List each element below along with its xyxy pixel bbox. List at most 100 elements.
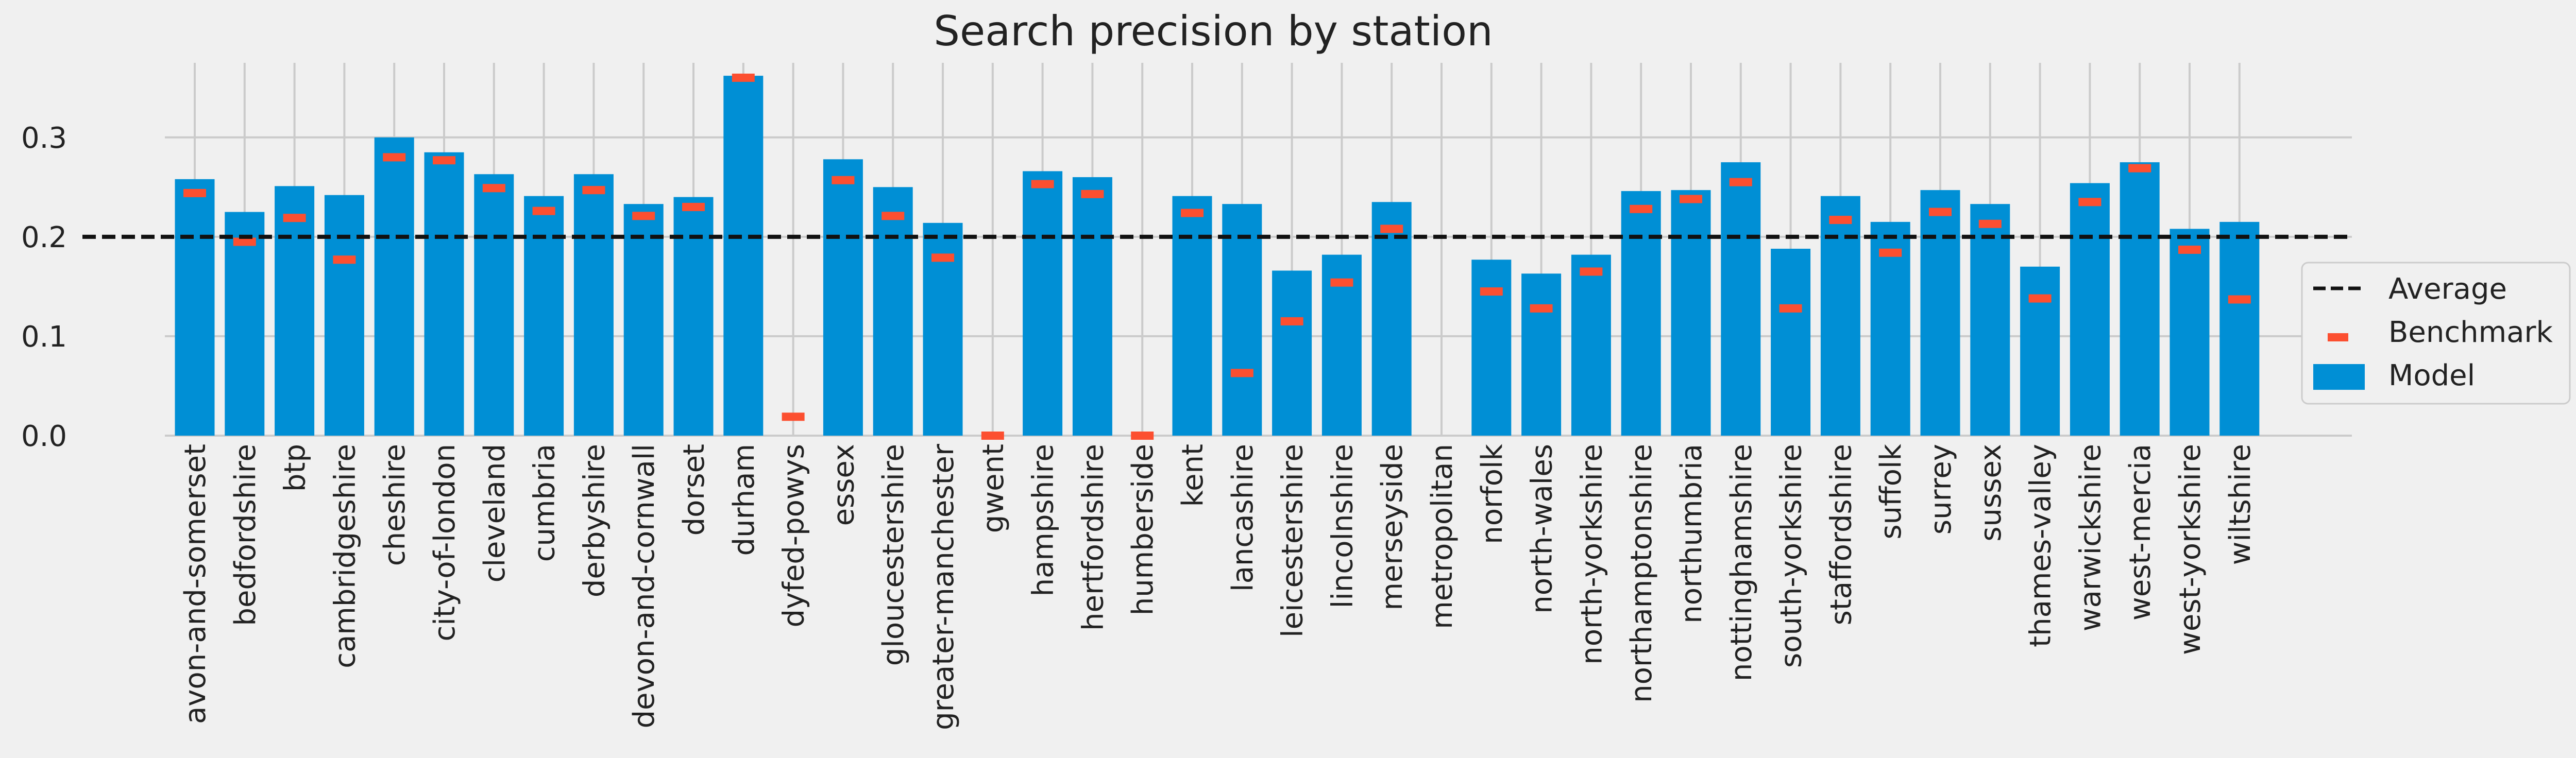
- model-bar: [2120, 162, 2160, 436]
- model-bar: [524, 196, 564, 436]
- benchmark-marker: [2228, 295, 2251, 304]
- x-tick-label: suffolk: [1874, 443, 1908, 539]
- x-tick-label: durham: [727, 444, 761, 556]
- x-tick-label: surrey: [1924, 444, 1958, 535]
- model-bar: [623, 204, 664, 436]
- benchmark-marker: [682, 202, 705, 211]
- model-bar: [1371, 202, 1412, 436]
- model-bar: [1621, 191, 1661, 436]
- y-tick-label: 0.2: [21, 221, 67, 254]
- x-tick-label: devon-and-cornwall: [628, 444, 661, 728]
- legend-average-label: Average: [2388, 272, 2507, 306]
- model-bar: [1023, 171, 1063, 436]
- chart-title: Search precision by station: [934, 7, 1493, 55]
- x-tick-label: kent: [1176, 444, 1210, 507]
- benchmark-markers: [183, 73, 2251, 440]
- x-tick-label: hertfordshire: [1076, 444, 1110, 631]
- benchmark-marker: [1530, 304, 1553, 313]
- benchmark-marker: [1580, 267, 1603, 276]
- x-tick-label: humberside: [1126, 444, 1160, 615]
- model-bar: [1920, 190, 1960, 436]
- legend-box: [2301, 262, 2571, 405]
- benchmark-marker: [1131, 432, 1154, 440]
- model-bar: [723, 76, 764, 436]
- x-tick-label: lincolnshire: [1326, 444, 1359, 608]
- x-tick-label: north-yorkshire: [1575, 444, 1608, 665]
- benchmark-marker: [532, 206, 555, 215]
- model-bar: [1571, 254, 1611, 436]
- model-bar: [1970, 204, 2010, 436]
- model-bar: [1222, 204, 1262, 436]
- model-bar: [324, 195, 364, 436]
- model-bar: [1072, 177, 1112, 436]
- model-bar: [275, 186, 315, 436]
- model-bar: [573, 174, 614, 436]
- model-bar: [2170, 229, 2210, 436]
- benchmark-marker: [1630, 204, 1653, 213]
- model-bars: [175, 76, 2260, 436]
- legend-model-label: Model: [2388, 359, 2475, 392]
- x-tick-label: greater-manchester: [927, 443, 960, 730]
- benchmark-marker: [1480, 287, 1503, 296]
- model-bar: [424, 152, 464, 436]
- benchmark-marker: [1829, 216, 1852, 225]
- x-tick-label: cumbria: [528, 444, 562, 562]
- benchmark-marker: [482, 184, 505, 193]
- benchmark-marker: [931, 253, 954, 262]
- model-bar: [1870, 221, 1910, 436]
- x-tick-label: norfolk: [1476, 443, 1509, 544]
- benchmark-marker: [1031, 180, 1054, 188]
- x-tick-label: avon-and-somerset: [179, 444, 212, 724]
- legend-model-swatch: [2313, 364, 2365, 390]
- benchmark-marker: [333, 255, 356, 264]
- x-tick-label: city-of-london: [428, 444, 462, 641]
- benchmark-marker: [1181, 209, 1204, 217]
- benchmark-marker: [582, 186, 605, 195]
- legend-benchmark-swatch: [2328, 333, 2348, 341]
- x-tick-label: northamptonshire: [1625, 444, 1658, 703]
- x-tick-label: cambridgeshire: [328, 444, 362, 668]
- x-tick-label: thames-valley: [2024, 444, 2058, 647]
- x-tick-label: north-wales: [1526, 444, 1559, 614]
- benchmark-marker: [1280, 317, 1303, 325]
- benchmark-marker: [1330, 278, 1353, 287]
- y-tick-label: 0.3: [21, 122, 67, 155]
- benchmark-marker: [2128, 164, 2151, 173]
- model-bar: [873, 187, 913, 436]
- benchmark-marker: [433, 156, 455, 165]
- benchmark-marker: [283, 214, 306, 222]
- model-bar: [2070, 183, 2110, 436]
- model-bar: [1272, 270, 1312, 436]
- x-tick-label: warwickshire: [2074, 444, 2107, 631]
- model-bar: [673, 197, 714, 436]
- model-bar: [1671, 190, 1711, 436]
- model-bar: [225, 212, 265, 436]
- benchmark-marker: [2028, 294, 2052, 303]
- legend-benchmark-label: Benchmark: [2388, 316, 2553, 349]
- model-bar: [1521, 273, 1562, 436]
- benchmark-marker: [732, 73, 755, 82]
- x-tick-label: staffordshire: [1824, 444, 1858, 625]
- benchmark-marker: [1380, 225, 1403, 233]
- x-tick-label: wiltshire: [2224, 444, 2257, 565]
- x-tick-label: btp: [279, 444, 312, 492]
- model-bar: [2219, 221, 2260, 436]
- x-tick-label: leicestershire: [1276, 444, 1310, 638]
- benchmark-marker: [782, 412, 805, 421]
- x-tick-label: essex: [827, 444, 860, 526]
- benchmark-marker: [1729, 178, 1752, 186]
- benchmark-marker: [981, 432, 1004, 440]
- benchmark-marker: [383, 153, 406, 162]
- x-tick-label: cheshire: [378, 444, 412, 566]
- benchmark-marker: [1779, 304, 1802, 313]
- benchmark-marker: [632, 212, 655, 220]
- model-bar: [1721, 162, 1761, 436]
- model-bar: [474, 174, 514, 436]
- x-tick-label: gwent: [977, 444, 1010, 533]
- x-tick-label: metropolitan: [1426, 444, 1459, 629]
- x-tick-label: south-yorkshire: [1775, 444, 1808, 668]
- x-tick-label: derbyshire: [578, 444, 611, 597]
- model-bar: [1172, 196, 1212, 436]
- x-tick-label: dorset: [677, 444, 711, 536]
- y-tick-label: 0.0: [21, 420, 67, 453]
